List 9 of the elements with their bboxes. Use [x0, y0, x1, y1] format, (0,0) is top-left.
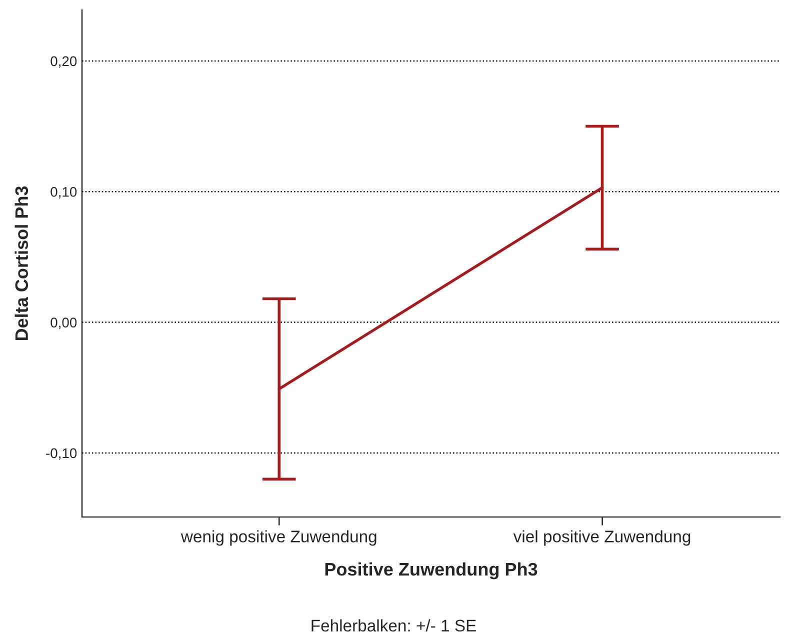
x-tick-label: wenig positive Zuwendung	[180, 530, 376, 546]
x-axis-title: Positive Zuwendung Ph3	[325, 562, 538, 580]
y-tick-label: -0,10	[46, 448, 77, 460]
y-tick-label: 0,10	[50, 186, 77, 198]
y-axis-title: Delta Cortisol Ph3	[14, 186, 28, 340]
text: Fehlerbalken: +/- 1 SE	[312, 619, 476, 632]
x-tick-label: viel positive Zuwendung	[513, 530, 690, 546]
y-tick-label: 0,20	[50, 56, 77, 68]
y-tick-label: 0,00	[50, 318, 77, 330]
